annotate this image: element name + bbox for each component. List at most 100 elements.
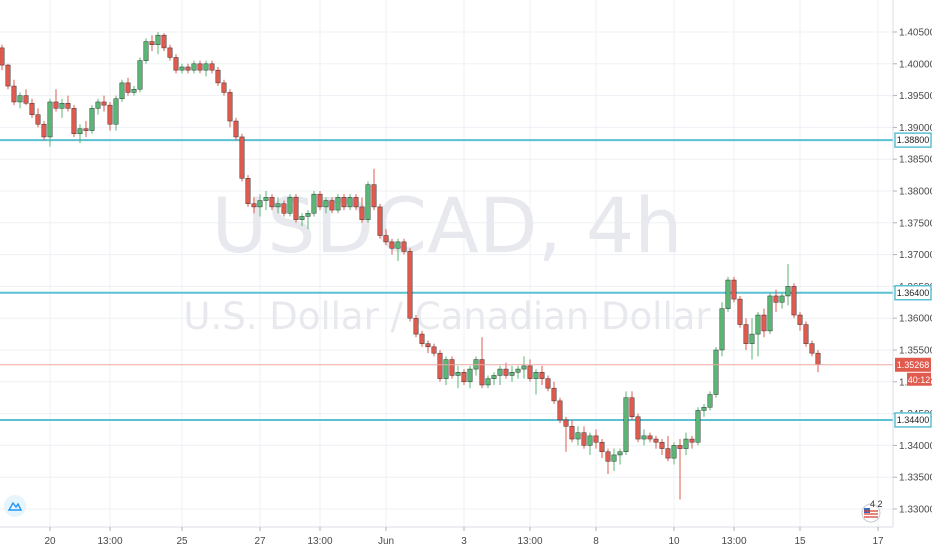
tradingview-logo-icon[interactable] [4, 495, 26, 517]
price-tick-label: 1.39500 [899, 91, 932, 102]
candle-body [155, 34, 161, 45]
price-tick-label: 1.40500 [899, 28, 932, 39]
candle-body [719, 308, 725, 351]
candle-body [197, 63, 203, 71]
candle-body [449, 359, 455, 376]
candle-body [743, 324, 749, 344]
level-label: 1.36400 [897, 288, 930, 298]
candle-body [185, 66, 191, 71]
candle-body [83, 128, 89, 131]
candle-body [707, 394, 713, 408]
candle-body [629, 397, 635, 418]
candle-body [569, 426, 575, 440]
candle-body [23, 95, 29, 104]
candle-body [239, 136, 245, 179]
candle-body [203, 63, 209, 71]
candle-body [215, 69, 221, 84]
candle-body [641, 435, 647, 440]
price-axis[interactable]: 1.40500 1.40000 1.39500 1.39000 1.38500 1.380… [893, 28, 932, 516]
level-label-box [894, 412, 932, 428]
candle-body [335, 197, 341, 211]
candle-body [701, 406, 707, 411]
candle-body [791, 286, 797, 316]
candle-body [71, 108, 77, 135]
candle-body [647, 435, 653, 440]
price-tick-label: 1.38000 [899, 187, 932, 198]
candle-body [305, 213, 311, 217]
time-tick-label: Jun [378, 536, 394, 547]
candle-body [425, 343, 431, 348]
candle-body [89, 108, 95, 131]
candle-body [737, 298, 743, 325]
candle-body [353, 197, 359, 208]
candle-body [653, 438, 659, 443]
candle-body [587, 435, 593, 446]
candle-body [119, 82, 125, 100]
time-tick-label: 25 [176, 536, 188, 547]
price-axis-labels: 1.38800 1.36400 1.34400 1.35268 40:12 [894, 132, 932, 428]
time-tick-label: 3 [461, 536, 467, 547]
candle-body [761, 314, 767, 332]
candle-body [245, 178, 251, 204]
candle-body [593, 435, 599, 443]
candle-body [779, 295, 785, 303]
candle-body [167, 47, 173, 58]
candle-body [233, 120, 239, 138]
countdown-label: 40:12 [908, 375, 931, 385]
price-tick-label: 1.34000 [899, 441, 932, 452]
candle-body [797, 314, 803, 325]
time-tick-label: 13:00 [721, 536, 746, 547]
price-tick-label: 1.39000 [899, 123, 932, 134]
watermark-symbol: USDCAD, 4h [212, 181, 683, 270]
candle-body [443, 359, 449, 379]
candle-body [41, 123, 47, 138]
candle-body [227, 92, 233, 122]
candle-body [59, 102, 65, 109]
candle-body [347, 197, 353, 208]
candle-body [413, 317, 419, 335]
candle-body [11, 85, 17, 103]
candle-body [785, 286, 791, 297]
candle-body [515, 368, 521, 373]
candle-body [101, 101, 107, 106]
candle-body [659, 441, 665, 449]
candle-body [389, 241, 395, 249]
candle-body [53, 101, 59, 109]
flag-badge-icon[interactable] [858, 498, 884, 524]
price-tick-label: 1.35500 [899, 346, 932, 357]
candle-body [329, 200, 335, 211]
candle-body [557, 400, 563, 421]
time-tick-label: 17 [872, 536, 884, 547]
price-tick-label: 1.37500 [899, 218, 932, 229]
candle-body [293, 197, 299, 220]
level-label: 1.34400 [897, 415, 930, 425]
candle-body [5, 64, 11, 87]
candle-body [0, 47, 5, 66]
level-label: 1.38800 [897, 135, 930, 145]
candle-body [491, 375, 497, 379]
candle-body [365, 184, 371, 220]
candle-body [713, 349, 719, 395]
price-tick-label: 1.38500 [899, 155, 932, 166]
time-tick-label: 13:00 [517, 536, 542, 547]
candle-body [527, 365, 533, 379]
candle-body [611, 454, 617, 462]
candle-body [263, 197, 269, 201]
candle-body [749, 333, 755, 344]
candle-body [767, 295, 773, 332]
time-tick-label: 20 [44, 536, 56, 547]
candle-body [65, 102, 71, 109]
candle-body [395, 241, 401, 249]
candle-body [317, 193, 323, 208]
candle-body [431, 346, 437, 354]
candle-body [689, 438, 695, 443]
candle-body [131, 88, 137, 93]
time-axis[interactable]: 20 13:00 25 27 13:00 Jun 3 13:00 8 10 13:00 15 17 [44, 527, 884, 547]
price-tick-label: 1.33000 [899, 505, 932, 516]
candle-body [671, 445, 677, 459]
candle-body [125, 82, 131, 93]
candle-body [617, 451, 623, 456]
candle-body [287, 197, 293, 214]
